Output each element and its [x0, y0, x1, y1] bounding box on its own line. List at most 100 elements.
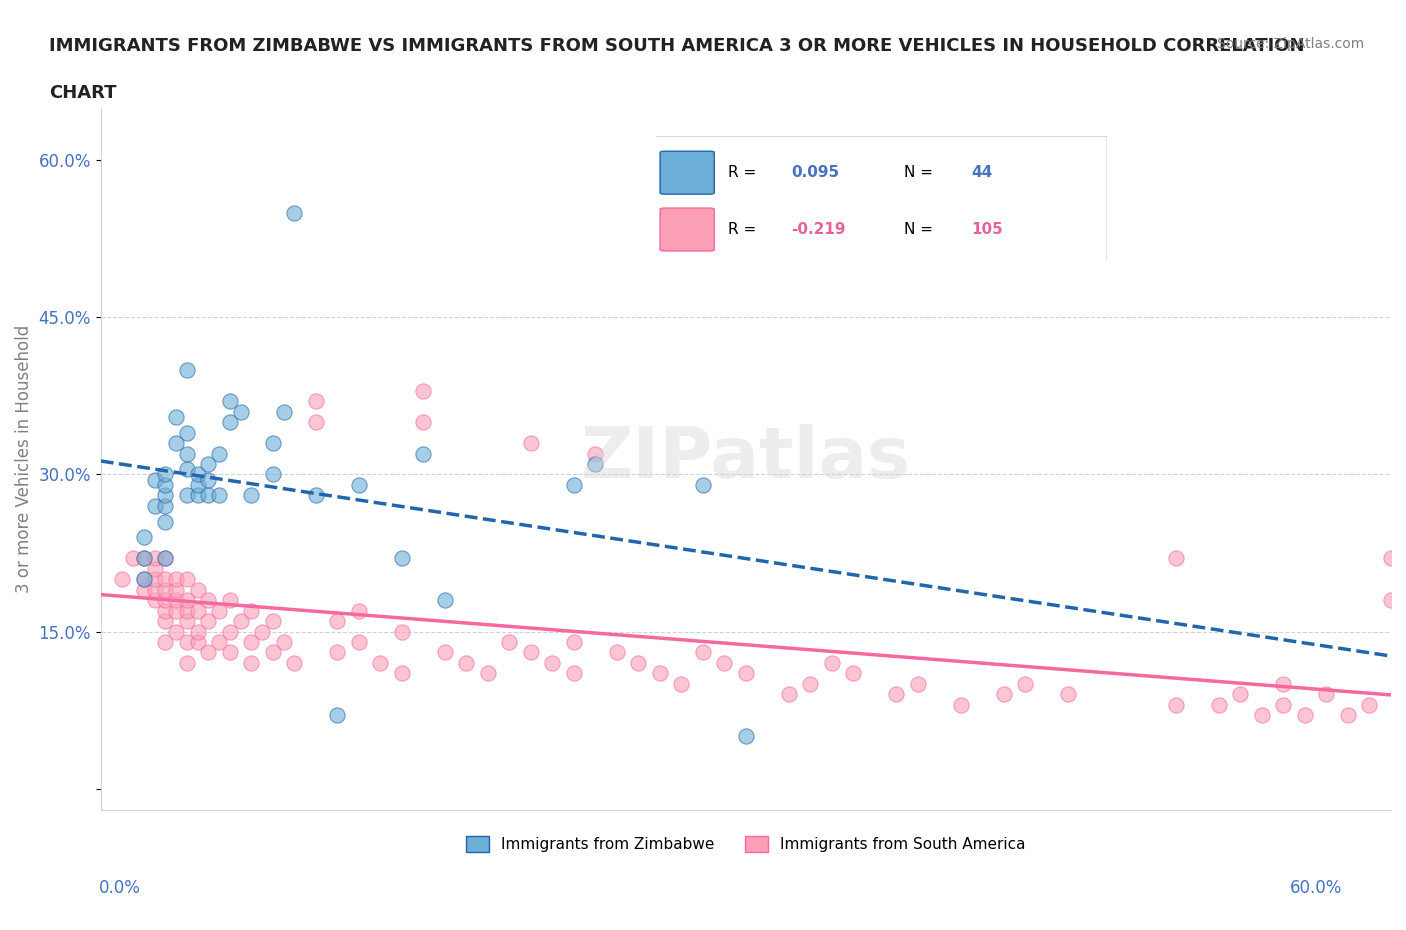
Point: [262, 467, 284, 482]
Point: [240, 634, 263, 649]
Point: [250, 624, 273, 639]
Point: [165, 582, 187, 597]
Point: [842, 666, 865, 681]
Point: [262, 645, 284, 660]
Point: [143, 498, 166, 513]
Point: [176, 592, 198, 607]
Point: [155, 582, 177, 597]
Point: [520, 435, 543, 450]
Point: [326, 645, 349, 660]
Point: [347, 604, 370, 618]
Point: [412, 446, 434, 461]
Point: [197, 645, 219, 660]
Point: [583, 457, 606, 472]
Point: [176, 363, 198, 378]
Text: ZIPatlas: ZIPatlas: [581, 424, 911, 493]
Point: [1057, 687, 1080, 702]
Point: [187, 467, 209, 482]
Text: 60.0%: 60.0%: [1291, 879, 1343, 897]
Point: [283, 206, 305, 220]
Text: Source: ZipAtlas.com: Source: ZipAtlas.com: [1216, 37, 1364, 51]
Point: [132, 551, 155, 565]
Point: [132, 572, 155, 587]
Point: [229, 405, 252, 419]
Point: [143, 572, 166, 587]
Text: IMMIGRANTS FROM ZIMBABWE VS IMMIGRANTS FROM SOUTH AMERICA 3 OR MORE VEHICLES IN : IMMIGRANTS FROM ZIMBABWE VS IMMIGRANTS F…: [49, 37, 1305, 55]
Point: [520, 645, 543, 660]
Point: [143, 562, 166, 577]
Point: [412, 415, 434, 430]
Point: [240, 604, 263, 618]
Point: [1358, 698, 1381, 712]
Point: [132, 551, 155, 565]
Point: [1272, 676, 1295, 691]
Point: [326, 708, 349, 723]
Text: CHART: CHART: [49, 84, 117, 101]
Point: [347, 477, 370, 492]
Point: [692, 645, 714, 660]
Point: [229, 614, 252, 629]
Point: [305, 488, 328, 503]
Point: [305, 393, 328, 408]
Point: [735, 666, 758, 681]
Point: [155, 604, 177, 618]
Point: [187, 604, 209, 618]
Text: 0.0%: 0.0%: [98, 879, 141, 897]
Y-axis label: 3 or more Vehicles in Household: 3 or more Vehicles in Household: [15, 325, 32, 593]
Point: [155, 551, 177, 565]
Point: [197, 614, 219, 629]
Point: [187, 477, 209, 492]
Point: [1315, 687, 1337, 702]
Point: [176, 425, 198, 440]
Point: [176, 572, 198, 587]
Point: [155, 467, 177, 482]
Point: [456, 656, 478, 671]
Point: [176, 462, 198, 477]
Point: [283, 656, 305, 671]
Point: [648, 666, 671, 681]
Point: [155, 514, 177, 529]
Point: [218, 393, 240, 408]
Point: [370, 656, 392, 671]
Point: [1208, 698, 1230, 712]
Point: [155, 614, 177, 629]
Point: [477, 666, 499, 681]
Point: [433, 645, 456, 660]
Point: [391, 666, 413, 681]
Point: [305, 415, 328, 430]
Point: [1251, 708, 1274, 723]
Point: [907, 676, 929, 691]
Point: [122, 551, 145, 565]
Point: [155, 498, 177, 513]
Point: [1379, 551, 1402, 565]
Point: [208, 446, 231, 461]
Point: [176, 656, 198, 671]
Point: [176, 634, 198, 649]
Point: [155, 592, 177, 607]
Point: [187, 488, 209, 503]
Point: [143, 472, 166, 487]
Point: [208, 634, 231, 649]
Point: [240, 656, 263, 671]
Point: [562, 666, 585, 681]
Point: [347, 634, 370, 649]
Point: [1164, 551, 1187, 565]
Point: [1402, 698, 1406, 712]
Point: [391, 551, 413, 565]
Point: [886, 687, 908, 702]
Point: [391, 624, 413, 639]
Point: [541, 656, 564, 671]
Point: [821, 656, 844, 671]
Point: [412, 383, 434, 398]
Point: [132, 530, 155, 545]
Point: [165, 572, 187, 587]
Point: [165, 592, 187, 607]
Point: [993, 687, 1015, 702]
Point: [143, 582, 166, 597]
Point: [176, 488, 198, 503]
Point: [111, 572, 134, 587]
Point: [132, 582, 155, 597]
Point: [606, 645, 628, 660]
Point: [176, 604, 198, 618]
Point: [799, 676, 821, 691]
